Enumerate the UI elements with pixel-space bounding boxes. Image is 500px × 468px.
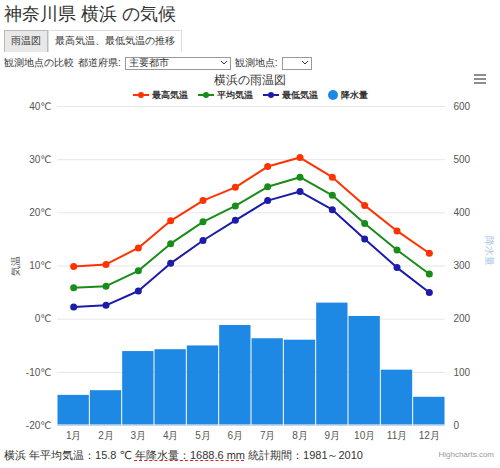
html-text:最高気温、最低気温の推移: 最高気温、最低気温の推移 (55, 35, 175, 46)
svg-text:8月: 8月 (292, 430, 308, 441)
svg-text:2月: 2月 (98, 430, 114, 441)
svg-text:1月: 1月 (66, 430, 82, 441)
svg-text:12月: 12月 (419, 430, 440, 441)
svg-text:300: 300 (454, 260, 471, 271)
svg-text:10月: 10月 (354, 430, 375, 441)
svg-text:気温: 気温 (10, 256, 21, 276)
html-text:観測地点:: 観測地点: (234, 57, 278, 68)
svg-text:6月: 6月 (228, 430, 244, 441)
html-text:最高気温: 最高気温 (151, 90, 188, 100)
html-text:平均気温: 平均気温 (216, 90, 253, 100)
svg-text:3月: 3月 (131, 430, 147, 441)
html-text:降水量: 降水量 (340, 90, 368, 100)
svg-text:0: 0 (454, 420, 460, 431)
html-text:Highcharts.com: Highcharts.com (438, 450, 494, 459)
svg-text:4月: 4月 (163, 430, 179, 441)
html-text:雨温図: 雨温図 (11, 35, 41, 46)
svg-text:11月: 11月 (387, 430, 407, 441)
svg-text:9月: 9月 (325, 430, 341, 441)
svg-text:600: 600 (454, 102, 471, 112)
html-text:観測地点の比較: 観測地点の比較 (4, 57, 74, 68)
html-text:都道府県:: 都道府県: (78, 57, 121, 68)
svg-text:100: 100 (454, 367, 471, 378)
svg-text:400: 400 (454, 207, 471, 218)
svg-text:-20℃: -20℃ (26, 420, 52, 431)
html-text:神奈川県 横浜 の気候: 神奈川県 横浜 の気候 (4, 4, 176, 24)
html-text:横浜 年平均気温：15.8 ℃年降水量：1688.6 mm統: 横浜 年平均気温：15.8 ℃年降水量：1688.6 mm統計期間：1981～2… (4, 449, 363, 461)
svg-text:10℃: 10℃ (29, 260, 51, 271)
svg-text:500: 500 (454, 154, 471, 165)
svg-text:20℃: 20℃ (29, 207, 51, 218)
svg-text:降水量: 降水量 (484, 236, 495, 266)
svg-text:7月: 7月 (260, 430, 276, 441)
svg-text:0℃: 0℃ (35, 313, 52, 324)
html-text:主要都市: 主要都市 (128, 57, 169, 68)
html-text:最低気温: 最低気温 (281, 90, 318, 100)
svg-text:30℃: 30℃ (29, 154, 51, 165)
svg-text:-10℃: -10℃ (26, 367, 52, 378)
html-text:横浜の雨温図: 横浜の雨温図 (214, 73, 286, 87)
svg-text:5月: 5月 (195, 430, 211, 441)
svg-text:200: 200 (454, 313, 471, 324)
svg-text:40℃: 40℃ (29, 102, 51, 112)
